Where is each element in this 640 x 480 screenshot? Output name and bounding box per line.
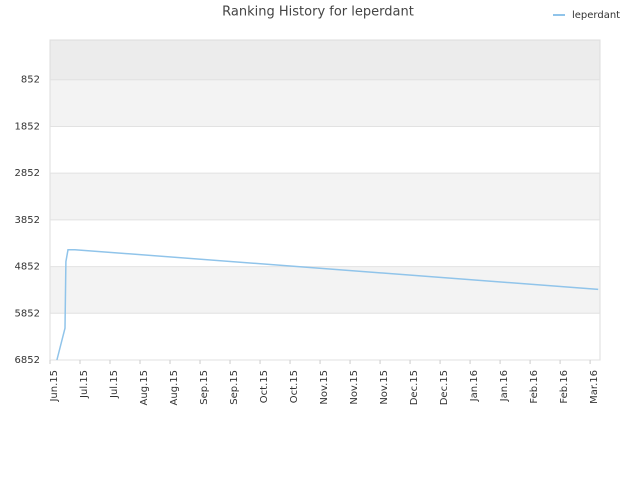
x-tick-label: Nov.15 [379, 370, 390, 405]
x-tick-label: Feb.16 [559, 370, 570, 404]
plot-band [50, 313, 600, 360]
x-tick-label: Feb.16 [529, 370, 540, 404]
y-tick-label: 5852 [15, 308, 40, 319]
y-tick-label: 6852 [15, 355, 40, 366]
plot-band [50, 266, 600, 314]
plot-band [50, 219, 600, 267]
line-series [56, 248, 599, 361]
x-tick-label: Sep.15 [229, 370, 240, 405]
plot-band [50, 126, 600, 174]
y-tick-label: 4852 [15, 262, 40, 273]
x-tick-label: Sep.15 [199, 370, 210, 405]
x-tick-label: Oct.15 [289, 370, 300, 403]
chart-title: Ranking History for leperdant [222, 5, 414, 20]
x-tick-label: Aug.15 [139, 370, 150, 405]
x-tick-label: Jan.16 [499, 370, 510, 402]
y-tick-label: 852 [21, 75, 40, 86]
x-tick-label: Dec.15 [439, 370, 450, 405]
x-tick-label: Jul.15 [109, 370, 120, 399]
y-tick-label: 3852 [15, 215, 40, 226]
x-tick-label: Jun.15 [49, 370, 60, 403]
x-tick-label: Nov.15 [349, 370, 360, 405]
plot-band [50, 79, 600, 127]
x-tick-label: Oct.15 [259, 370, 270, 403]
x-tick-label: Jul.15 [79, 370, 90, 399]
plot-band [50, 40, 600, 80]
x-tick-label: Aug.15 [169, 370, 180, 405]
plot-band [50, 173, 600, 220]
x-tick-label: Dec.15 [409, 370, 420, 405]
x-tick-label: Mar.16 [589, 370, 600, 404]
y-tick-label: 1852 [15, 121, 40, 132]
x-tick-label: Jan.16 [469, 370, 480, 402]
y-tick-label: 2852 [15, 168, 40, 179]
legend-label: leperdant [572, 10, 620, 21]
x-tick-label: Nov.15 [319, 370, 330, 405]
